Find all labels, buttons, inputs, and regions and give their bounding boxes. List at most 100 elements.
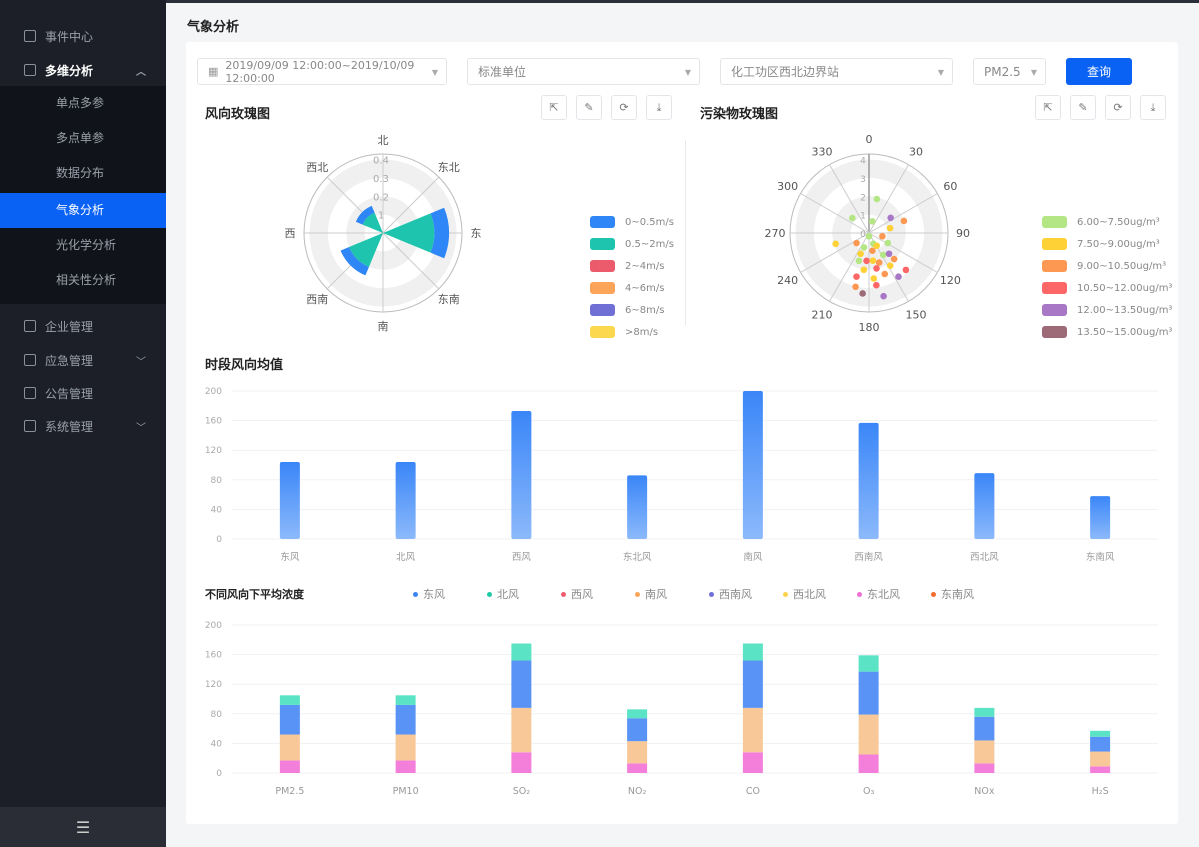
top-bar <box>166 0 1199 3</box>
radial-tick: 3 <box>860 175 866 185</box>
submenu-item-single-point[interactable]: 单点多参 <box>56 96 105 110</box>
y-tick-label: 160 <box>205 417 222 427</box>
axis-line <box>382 232 440 290</box>
submenu: 单点多参 多点单参 数据分布 气象分析 光化学分析 相关性分析 <box>0 86 166 304</box>
legend-swatch <box>1042 216 1067 228</box>
date-range-picker[interactable]: ▦ 2019/09/09 12:00:00~2019/10/09 12:00:00… <box>197 58 447 85</box>
legend-label: 0~0.5m/s <box>625 216 674 228</box>
legend-item[interactable]: 东南风 <box>931 586 974 602</box>
scatter-point <box>855 257 863 265</box>
scatter-point <box>865 233 873 240</box>
y-tick-label: 120 <box>205 446 222 456</box>
legend-dot <box>487 591 492 597</box>
submenu-item-weather-analysis[interactable]: 气象分析 <box>0 193 166 228</box>
legend-swatch <box>1042 304 1067 316</box>
x-tick-label: 西南风 <box>854 551 883 563</box>
nav-item-multidim-analysis[interactable]: 多维分析 ︿ <box>0 53 166 87</box>
external-link-button[interactable]: ⇱ <box>1035 95 1061 120</box>
legend-item: 4~6m/s <box>590 282 664 294</box>
axis-line <box>868 193 938 234</box>
legend-item[interactable]: 南风 <box>635 586 667 602</box>
caret-down-icon: ▼ <box>684 68 691 77</box>
x-tick-label: 西北风 <box>970 552 999 563</box>
x-tick-label: 北风 <box>396 552 416 563</box>
collapse-sidebar-button[interactable]: ☰ <box>0 807 166 847</box>
y-tick-label: 160 <box>205 651 222 661</box>
stacked-bar-segment <box>974 716 995 741</box>
legend-item[interactable]: 西北风 <box>783 586 826 602</box>
external-link-button[interactable]: ⇱ <box>541 95 567 120</box>
submenu-item-correlation[interactable]: 相关性分析 <box>56 273 117 287</box>
stacked-bar-segment <box>858 714 879 755</box>
nav-item-enterprise[interactable]: 企业管理 <box>0 309 166 343</box>
download-button[interactable]: ⤓ <box>1140 95 1166 120</box>
radial-tick: 1 <box>378 211 384 222</box>
stacked-bar-segment <box>279 695 300 705</box>
refresh-icon: ⟳ <box>1113 101 1123 114</box>
stacked-bar-segment <box>279 760 300 773</box>
legend-dot <box>635 591 640 597</box>
pollutant-rose-title: 污染物玫瑰图 <box>700 107 779 122</box>
x-tick-label: 西风 <box>512 552 532 563</box>
nav-item-notice[interactable]: 公告管理 <box>0 376 166 410</box>
submenu-item-photochemical[interactable]: 光化学分析 <box>56 238 117 252</box>
y-tick-label: 0 <box>216 535 222 545</box>
direction-label: 东南 <box>438 293 460 306</box>
legend-label: 6.00~7.50ug/m³ <box>1077 216 1160 228</box>
chevron-down-icon: ﹀ <box>136 422 146 434</box>
divider <box>685 140 686 325</box>
y-tick-label: 80 <box>211 476 223 486</box>
unit-select[interactable]: 标准单位 ▼ <box>467 58 700 85</box>
stacked-bar-segment <box>742 660 763 708</box>
submenu-item-multi-point[interactable]: 多点单参 <box>56 131 105 145</box>
concentration-stacked-bar-chart: 0 40 80 120 160 200 PM2.5 PM10 SO₂ NO₂ CO O₃ NOx H₂S <box>205 621 1158 797</box>
legend-item[interactable]: 东北风 <box>857 586 900 602</box>
legend-item[interactable]: 东风 <box>413 586 445 602</box>
legend-item[interactable]: 北风 <box>487 586 519 602</box>
refresh-button[interactable]: ⟳ <box>611 95 637 120</box>
legend-item: 0~0.5m/s <box>590 216 674 228</box>
chevron-up-icon: ︿ <box>136 66 146 78</box>
angle-label: 60 <box>943 180 957 193</box>
scatter-point <box>885 250 893 258</box>
stacked-bar-segment <box>279 734 300 761</box>
legend-item[interactable]: 西南风 <box>709 586 752 602</box>
y-tick-label: 200 <box>205 621 222 631</box>
legend-item[interactable]: 西风 <box>561 586 593 602</box>
legend-swatch <box>590 216 615 228</box>
legend-item: >8m/s <box>590 326 658 338</box>
refresh-button[interactable]: ⟳ <box>1105 95 1131 120</box>
direction-label: 东北 <box>438 161 460 174</box>
bar <box>974 473 995 539</box>
refresh-icon: ⟳ <box>619 101 629 114</box>
caret-down-icon: ▼ <box>1030 68 1037 77</box>
calendar-icon: ▦ <box>208 65 219 78</box>
download-button[interactable]: ⤓ <box>646 95 672 120</box>
pollutant-select[interactable]: PM2.5 ▼ <box>973 58 1046 85</box>
query-button[interactable]: 查询 <box>1066 58 1132 85</box>
legend-swatch <box>1042 260 1067 272</box>
scatter-point <box>881 270 889 278</box>
document-icon <box>24 30 36 42</box>
legend-label: 东风 <box>423 588 445 601</box>
legend-item: 9.00~10.50ug/m³ <box>1042 260 1166 272</box>
edit-icon: ✎ <box>584 101 594 114</box>
nav-item-emergency[interactable]: 应急管理 ﹀ <box>0 343 166 377</box>
edit-button[interactable]: ✎ <box>1070 95 1096 120</box>
nav-item-event-center[interactable]: 事件中心 <box>0 19 166 53</box>
edit-button[interactable]: ✎ <box>576 95 602 120</box>
stacked-bar-segment <box>395 695 416 705</box>
nav-item-system[interactable]: 系统管理 ﹀ <box>0 409 166 443</box>
legend-label: 西风 <box>571 588 593 601</box>
station-select[interactable]: 化工功区西北边界站 ▼ <box>720 58 953 85</box>
axis-line <box>800 193 870 234</box>
scatter-point <box>873 281 880 289</box>
legend-swatch <box>590 282 615 294</box>
page-title: 气象分析 <box>187 20 240 35</box>
pollutant-rose-chart: 0 30 60 90 120 150 180 210 240 270 300 330 0 1 2 3 4 <box>765 133 971 334</box>
concentration-title: 不同风向下平均浓度 <box>205 588 304 601</box>
submenu-item-data-distribution[interactable]: 数据分布 <box>56 166 105 180</box>
stacked-bar-segment <box>858 655 879 672</box>
angle-label: 150 <box>906 308 927 321</box>
stacked-bar-segment <box>974 763 995 773</box>
